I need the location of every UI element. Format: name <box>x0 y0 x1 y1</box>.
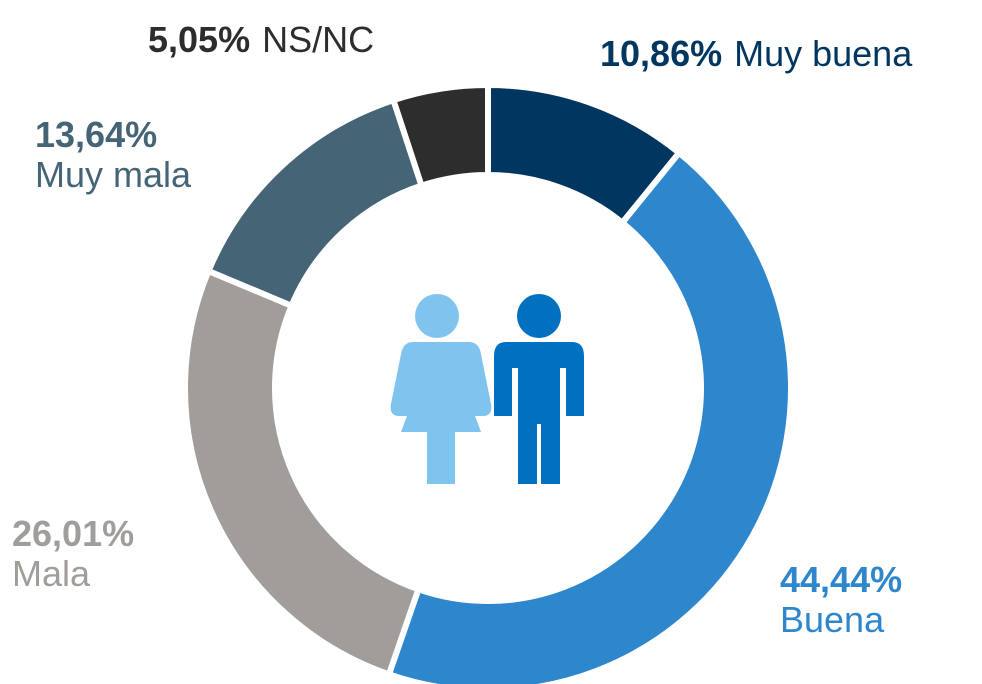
value-label: 26,01% <box>12 513 134 554</box>
category-label: Mala <box>12 553 91 594</box>
value-label: 13,64% <box>35 114 157 155</box>
donut-segment <box>204 96 426 310</box>
data-label: 44,44% Buena <box>780 559 902 640</box>
data-label: 13,64% Muy mala <box>35 114 192 195</box>
category-label: Buena <box>780 599 885 640</box>
category-label: Muy mala <box>35 154 192 195</box>
data-label: 5,05% NS/NC <box>148 19 374 60</box>
donut-segment <box>182 267 423 679</box>
value-label: 10,86% <box>600 33 722 74</box>
data-label: 26,01% Mala <box>12 513 134 594</box>
donut-segment <box>389 81 491 190</box>
people-icon <box>390 294 584 484</box>
value-label: 44,44% <box>780 559 902 600</box>
donut-segment <box>385 148 794 684</box>
value-label: 5,05% <box>148 19 250 60</box>
data-label: 10,86% Muy buena <box>600 33 913 74</box>
category-label: NS/NC <box>262 19 374 60</box>
category-label: Muy buena <box>734 33 913 74</box>
